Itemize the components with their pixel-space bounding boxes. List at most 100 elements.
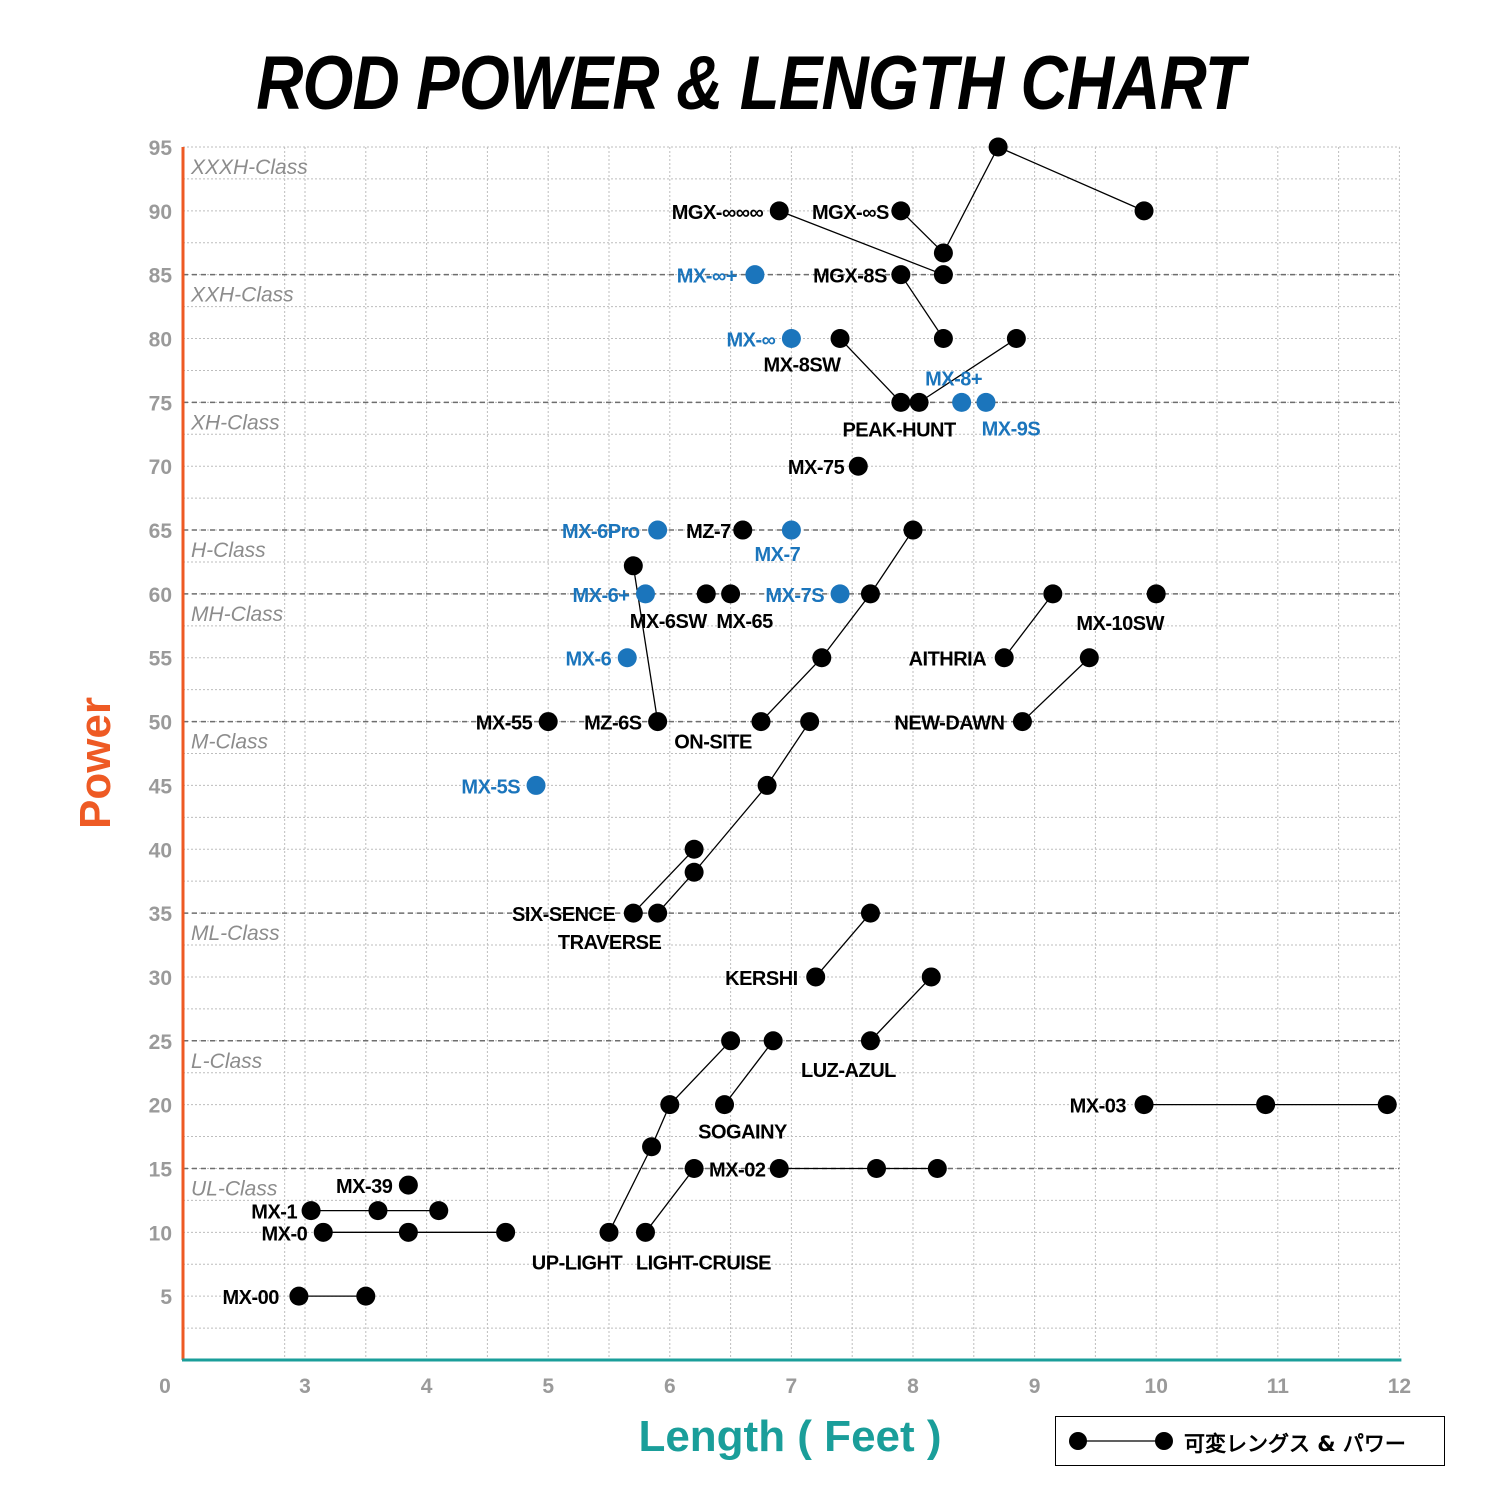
data-point bbox=[994, 648, 1014, 668]
series-line bbox=[632, 848, 695, 914]
data-point bbox=[313, 1222, 333, 1242]
class-label: XXH-Class bbox=[190, 284, 294, 307]
series-label: MX-6 bbox=[565, 649, 611, 671]
series-label: MX-1 bbox=[251, 1202, 297, 1224]
axes bbox=[181, 147, 1402, 1362]
data-point bbox=[848, 456, 868, 476]
data-point bbox=[617, 648, 637, 668]
data-point bbox=[891, 201, 911, 221]
series-label: SOGAINY bbox=[698, 1122, 788, 1144]
series-label: MGX-8S bbox=[813, 266, 887, 288]
y-tick-label: 30 bbox=[149, 967, 172, 990]
series-line bbox=[760, 529, 914, 723]
data-point bbox=[830, 329, 850, 349]
x-tick-label: 12 bbox=[1388, 1375, 1411, 1398]
data-point bbox=[538, 712, 558, 732]
y-tick-label: 35 bbox=[149, 903, 173, 926]
data-point bbox=[496, 1222, 516, 1242]
x-tick-label: 4 bbox=[421, 1375, 433, 1398]
series-line bbox=[1021, 657, 1090, 723]
data-point bbox=[642, 1137, 662, 1157]
y-tick-label: 50 bbox=[149, 712, 172, 735]
y-tick-label: 45 bbox=[149, 775, 173, 798]
series-label: MX-∞ bbox=[726, 330, 775, 352]
x-tick-label: 11 bbox=[1267, 1375, 1290, 1398]
y-tick-label: 15 bbox=[149, 1158, 173, 1181]
x-tick-label: 5 bbox=[542, 1375, 554, 1398]
y-tick-label: 55 bbox=[149, 648, 173, 671]
series-label: MX-39 bbox=[336, 1176, 393, 1198]
series-label: UP-LIGHT bbox=[532, 1252, 623, 1274]
y-tick-label: 75 bbox=[149, 392, 173, 415]
series-label: MX-6SW bbox=[630, 611, 708, 633]
data-point bbox=[301, 1201, 321, 1221]
y-tick-label: 85 bbox=[149, 265, 173, 288]
series-label: SIX-SENCE bbox=[512, 904, 615, 926]
data-point bbox=[933, 243, 953, 263]
data-point bbox=[715, 1095, 735, 1115]
data-point bbox=[660, 1095, 680, 1115]
class-lines bbox=[183, 273, 1400, 1170]
y-tick-label: 5 bbox=[160, 1286, 172, 1309]
y-tick-label: 70 bbox=[149, 456, 172, 479]
data-point bbox=[623, 556, 643, 576]
series-label: MX-0 bbox=[261, 1223, 307, 1245]
series-label: NEW-DAWN bbox=[894, 713, 1004, 735]
class-label: M-Class bbox=[191, 731, 268, 754]
data-point bbox=[751, 712, 771, 732]
y-tick-label: 25 bbox=[149, 1031, 173, 1054]
series-line bbox=[815, 912, 871, 978]
series-line bbox=[724, 1040, 774, 1106]
data-point bbox=[891, 392, 911, 412]
series-label: MX-7S bbox=[765, 585, 824, 607]
class-label: L-Class bbox=[191, 1050, 263, 1073]
series-label: MZ-7 bbox=[686, 521, 731, 543]
x-tick-label: 3 bbox=[299, 1375, 311, 1398]
data-point bbox=[684, 1158, 704, 1178]
data-point bbox=[781, 329, 801, 349]
data-point bbox=[812, 648, 832, 668]
data-point bbox=[1377, 1095, 1397, 1115]
series-label: KERSHI bbox=[725, 968, 798, 990]
data-point bbox=[623, 903, 643, 923]
series-label: MGX-∞S bbox=[812, 202, 889, 224]
series-label: MX-8+ bbox=[925, 368, 982, 390]
data-point bbox=[1006, 329, 1026, 349]
data-point bbox=[952, 392, 972, 412]
series-label: MX-03 bbox=[1070, 1096, 1127, 1118]
y-tick-label: 60 bbox=[149, 584, 172, 607]
data-point bbox=[860, 584, 880, 604]
series-points bbox=[289, 137, 1397, 1306]
y-tick-label: 90 bbox=[149, 201, 172, 224]
data-point bbox=[721, 584, 741, 604]
data-point bbox=[1079, 648, 1099, 668]
legend-label: 可変レングス & パワー bbox=[1184, 1432, 1406, 1456]
data-point bbox=[368, 1201, 388, 1221]
data-point bbox=[733, 520, 753, 540]
series-label: ON-SITE bbox=[674, 732, 752, 754]
data-point bbox=[909, 392, 929, 412]
data-point bbox=[1146, 584, 1166, 604]
series-line bbox=[839, 338, 902, 403]
x-tick-label: 10 bbox=[1145, 1375, 1168, 1398]
series-line bbox=[657, 721, 811, 914]
data-point bbox=[599, 1222, 619, 1242]
data-point bbox=[800, 712, 820, 732]
series-label: MGX-∞∞∞ bbox=[672, 202, 764, 224]
series-line bbox=[644, 1168, 695, 1233]
data-point bbox=[830, 584, 850, 604]
class-label: MH-Class bbox=[191, 603, 284, 626]
data-point bbox=[933, 329, 953, 349]
x-axis-title: Length ( Feet ) bbox=[638, 1412, 942, 1461]
series-label: MX-∞+ bbox=[677, 266, 737, 288]
data-point bbox=[648, 903, 668, 923]
series-label: MX-6Pro bbox=[562, 521, 640, 543]
class-label: XH-Class bbox=[190, 411, 280, 434]
series-label: LUZ-AZUL bbox=[801, 1060, 896, 1082]
y-tick-label: 20 bbox=[149, 1095, 172, 1118]
class-labels: XXXH-Class XXH-Class XH-Class H-Class MH-Cla… bbox=[190, 156, 308, 1200]
data-point bbox=[1256, 1095, 1276, 1115]
data-point bbox=[429, 1201, 449, 1221]
y-tick-label: 40 bbox=[149, 839, 172, 862]
grid-layer bbox=[183, 146, 1400, 1360]
